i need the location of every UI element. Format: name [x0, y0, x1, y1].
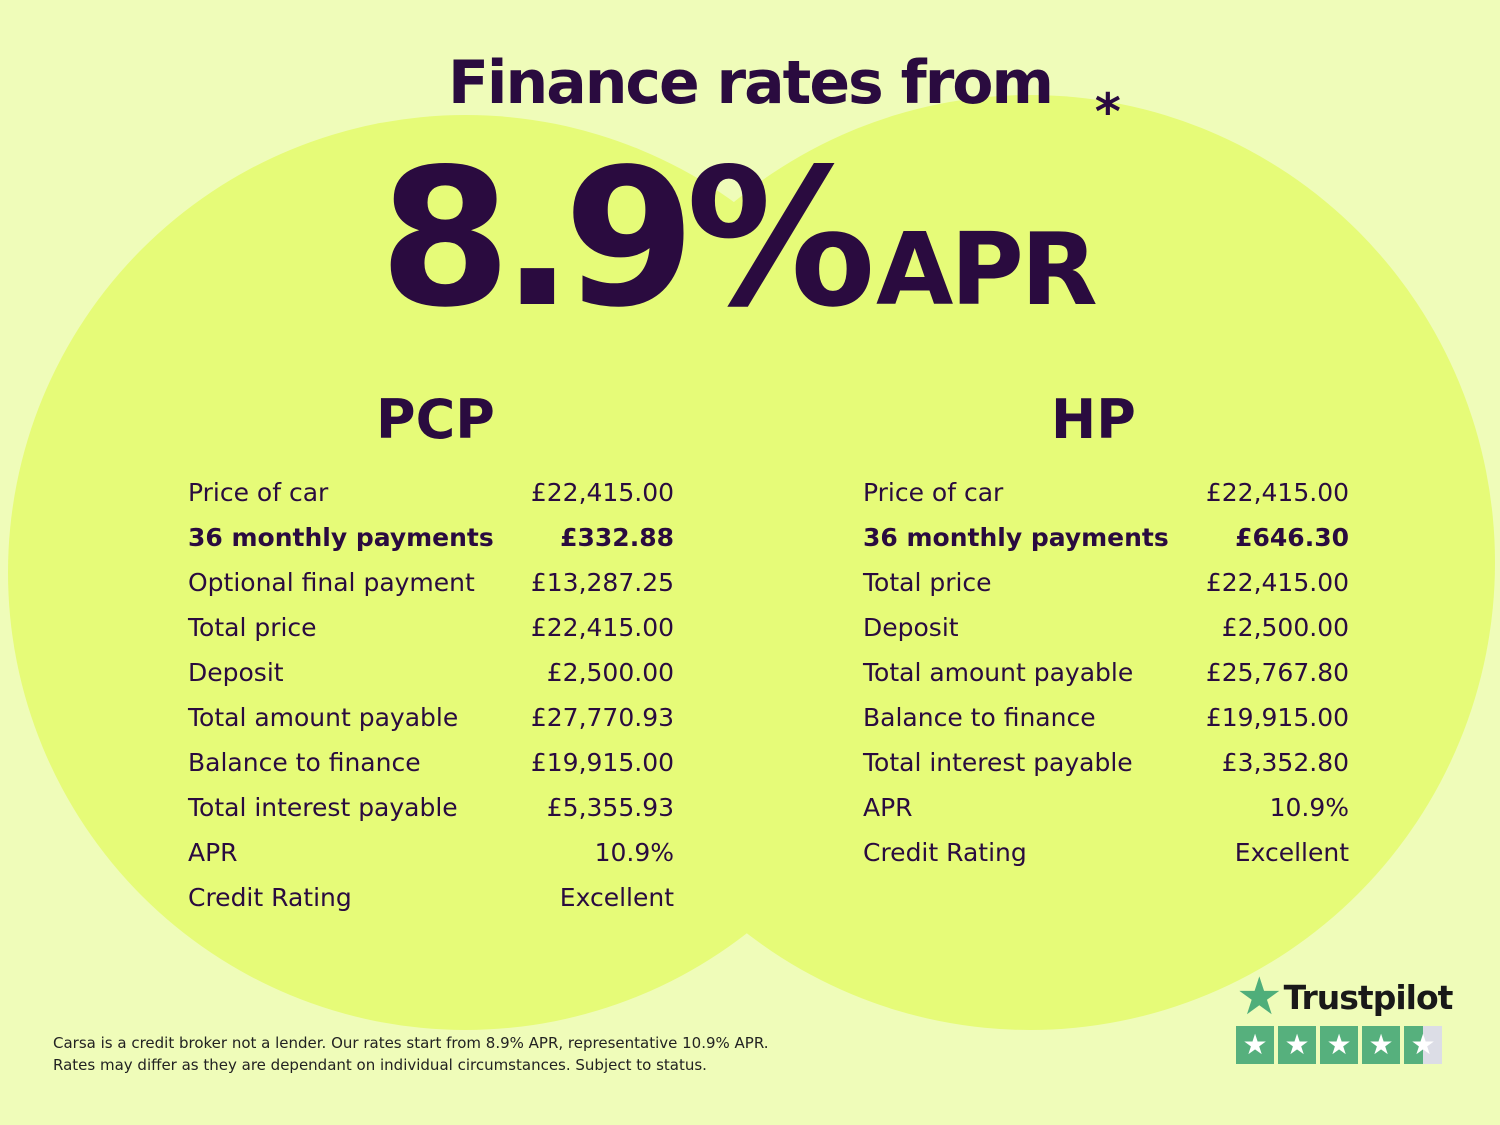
- table-row: Total amount payable £25,767.80: [863, 650, 1349, 695]
- row-value: £19,915.00: [530, 748, 674, 777]
- row-value: £2,500.00: [546, 658, 674, 687]
- table-row: Credit Rating Excellent: [188, 875, 674, 920]
- table-row: Total interest payable £5,355.93: [188, 785, 674, 830]
- rate-value: 8.9%: [379, 128, 876, 349]
- row-value: £646.30: [1235, 523, 1349, 552]
- row-label: Total amount payable: [863, 658, 1134, 687]
- row-value: Excellent: [559, 883, 674, 912]
- row-label: Total amount payable: [188, 703, 459, 732]
- row-value: 10.9%: [594, 838, 674, 867]
- row-label: Balance to finance: [863, 703, 1096, 732]
- pcp-title: PCP: [376, 388, 495, 451]
- hp-title: HP: [1051, 388, 1136, 451]
- row-value: £22,415.00: [1205, 478, 1349, 507]
- row-value: £3,352.80: [1221, 748, 1349, 777]
- table-row: Deposit £2,500.00: [863, 605, 1349, 650]
- table-row: Price of car £22,415.00: [863, 470, 1349, 515]
- row-label: Credit Rating: [188, 883, 352, 912]
- trustpilot-rating: ★ ★ ★ ★ ★: [1236, 1026, 1452, 1064]
- disclaimer-line: Rates may differ as they are dependant o…: [53, 1056, 707, 1074]
- table-row: Optional final payment £13,287.25: [188, 560, 674, 605]
- row-value: £25,767.80: [1205, 658, 1349, 687]
- table-row: Price of car £22,415.00: [188, 470, 674, 515]
- headline-rate: 8.9% APR *: [0, 83, 1500, 349]
- table-row: Balance to finance £19,915.00: [863, 695, 1349, 740]
- trustpilot-star-icon: ★: [1236, 967, 1283, 1027]
- table-row: Total amount payable £27,770.93: [188, 695, 674, 740]
- table-row: Total interest payable £3,352.80: [863, 740, 1349, 785]
- row-label: Optional final payment: [188, 568, 475, 597]
- row-value: £19,915.00: [1205, 703, 1349, 732]
- trustpilot-badge: ★ Trustpilot ★ ★ ★ ★ ★: [1236, 967, 1454, 1064]
- rating-star-icon: ★: [1362, 1026, 1400, 1064]
- disclaimer: Carsa is a credit broker not a lender. O…: [53, 1032, 769, 1076]
- pcp-table: PCP Price of car £22,415.00 36 monthly pay…: [188, 388, 674, 920]
- row-label: Total price: [188, 613, 317, 642]
- asterisk: *: [1094, 83, 1121, 141]
- table-row: 36 monthly payments £646.30: [863, 515, 1349, 560]
- table-row: Credit Rating Excellent: [863, 830, 1349, 875]
- rating-star-icon: ★: [1278, 1026, 1316, 1064]
- row-value: £22,415.00: [530, 613, 674, 642]
- table-row: Total price £22,415.00: [863, 560, 1349, 605]
- row-value: 10.9%: [1269, 793, 1349, 822]
- row-label: 36 monthly payments: [188, 523, 494, 552]
- apr-label: APR: [876, 211, 1098, 328]
- row-value: Excellent: [1234, 838, 1349, 867]
- disclaimer-line: Carsa is a credit broker not a lender. O…: [53, 1034, 769, 1052]
- row-value: £332.88: [560, 523, 674, 552]
- row-label: APR: [188, 838, 238, 867]
- table-row: Total price £22,415.00: [188, 605, 674, 650]
- table-row: 36 monthly payments £332.88: [188, 515, 674, 560]
- trustpilot-name: Trustpilot: [1283, 977, 1454, 1017]
- row-label: Total interest payable: [863, 748, 1133, 777]
- table-row: Deposit £2,500.00: [188, 650, 674, 695]
- row-label: Total price: [863, 568, 992, 597]
- table-row: APR 10.9%: [863, 785, 1349, 830]
- row-value: £2,500.00: [1221, 613, 1349, 642]
- row-label: Deposit: [188, 658, 284, 687]
- row-label: APR: [863, 793, 913, 822]
- row-label: Price of car: [188, 478, 329, 507]
- row-value: £22,415.00: [1205, 568, 1349, 597]
- row-value: £22,415.00: [530, 478, 674, 507]
- rating-star-icon: ★: [1320, 1026, 1358, 1064]
- table-row: Balance to finance £19,915.00: [188, 740, 674, 785]
- background-circle-right: [565, 95, 1495, 1030]
- row-value: £27,770.93: [530, 703, 674, 732]
- table-row: APR 10.9%: [188, 830, 674, 875]
- row-value: £5,355.93: [546, 793, 674, 822]
- row-label: Total interest payable: [188, 793, 458, 822]
- headline: Finance rates from: [447, 48, 1054, 118]
- row-label: Balance to finance: [188, 748, 421, 777]
- rating-star-icon: ★: [1404, 1026, 1442, 1064]
- row-label: Deposit: [863, 613, 959, 642]
- row-label: Credit Rating: [863, 838, 1027, 867]
- rating-star-icon: ★: [1236, 1026, 1274, 1064]
- hp-table: HP Price of car £22,415.00 36 monthly paym…: [863, 388, 1349, 875]
- row-label: Price of car: [863, 478, 1004, 507]
- row-label: 36 monthly payments: [863, 523, 1169, 552]
- row-value: £13,287.25: [530, 568, 674, 597]
